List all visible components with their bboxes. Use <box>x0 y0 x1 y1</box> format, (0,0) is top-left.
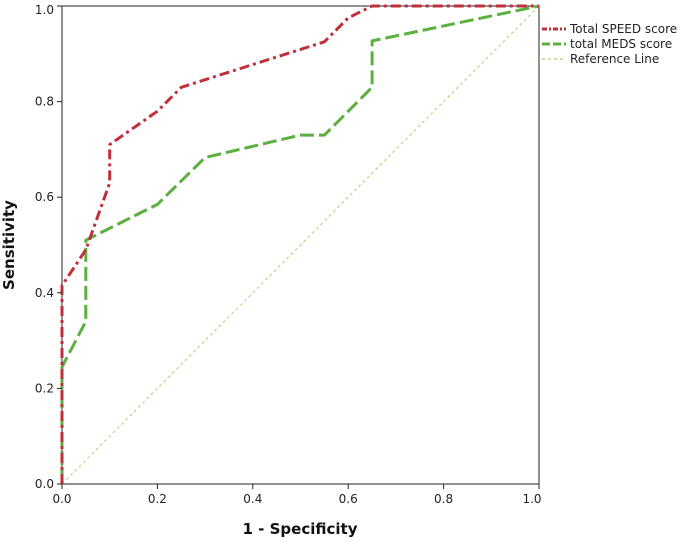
series-line-0 <box>60 4 539 484</box>
y-tick-label: 0.8 <box>35 95 54 109</box>
plot-frame <box>61 5 540 485</box>
series-layer <box>60 4 540 485</box>
x-axis-title: 1 - Specificity <box>243 520 358 538</box>
y-tick-label: 0.0 <box>35 477 54 491</box>
x-tick-label: 0.4 <box>243 492 262 506</box>
x-tick-label: 0.0 <box>52 492 71 506</box>
ticks-layer: 0.0 0.2 0.4 0.6 0.8 1.0 0.0 0.2 0.4 0.6 0.8 1.0 <box>35 3 542 506</box>
x-tick-label: 0.6 <box>339 492 358 506</box>
x-tick-label: 0.8 <box>434 492 453 506</box>
x-tick-label: 1.0 <box>522 492 541 506</box>
y-tick-label: 1.0 <box>35 3 54 17</box>
y-axis-title: Sensitivity <box>0 200 18 290</box>
y-tick-label: 0.2 <box>35 381 54 395</box>
y-tick-label: 0.6 <box>35 190 54 204</box>
x-tick-label: 0.2 <box>148 492 167 506</box>
legend-label-1: total MEDS score <box>570 37 672 51</box>
series-line-2 <box>61 5 540 485</box>
series-line-1 <box>60 4 540 484</box>
legend-label-0: Total SPEED score <box>569 22 677 36</box>
y-tick-label: 0.4 <box>35 286 54 300</box>
legend-label-2: Reference Line <box>570 52 659 66</box>
